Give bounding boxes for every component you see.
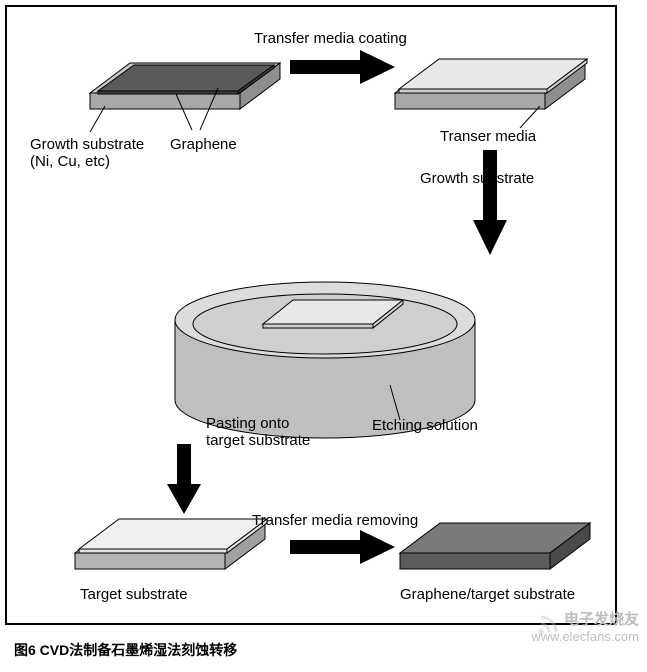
label-transfer-media-coating: Transfer media coating — [254, 30, 407, 47]
figure-caption: 图6 CVD法制备石墨烯湿法刻蚀转移 — [14, 640, 237, 660]
label-etching-solution: Etching solution — [372, 417, 478, 434]
label-transfer-media-removing: Transfer media removing — [252, 512, 418, 529]
label-transer-media: Transer media — [440, 128, 536, 145]
label-pasting: Pasting onto target substrate — [206, 415, 310, 449]
diagram-svg — [0, 0, 647, 672]
watermark-brand: 电子发烧友 — [564, 611, 639, 628]
label-target-substrate: Target substrate — [80, 586, 188, 603]
label-growth-substrate: Growth substrate (Ni, Cu, etc) — [30, 136, 144, 170]
watermark-icon — [531, 608, 565, 642]
diagram-canvas: Transfer media coating Growth substrate … — [0, 0, 647, 672]
label-graphene: Graphene — [170, 136, 237, 153]
label-growth-substrate-2: Growth substrate — [420, 170, 534, 187]
watermark: 电子发烧友 www.elecfans.com — [531, 608, 639, 644]
label-graphene-target: Graphene/target substrate — [400, 586, 575, 603]
